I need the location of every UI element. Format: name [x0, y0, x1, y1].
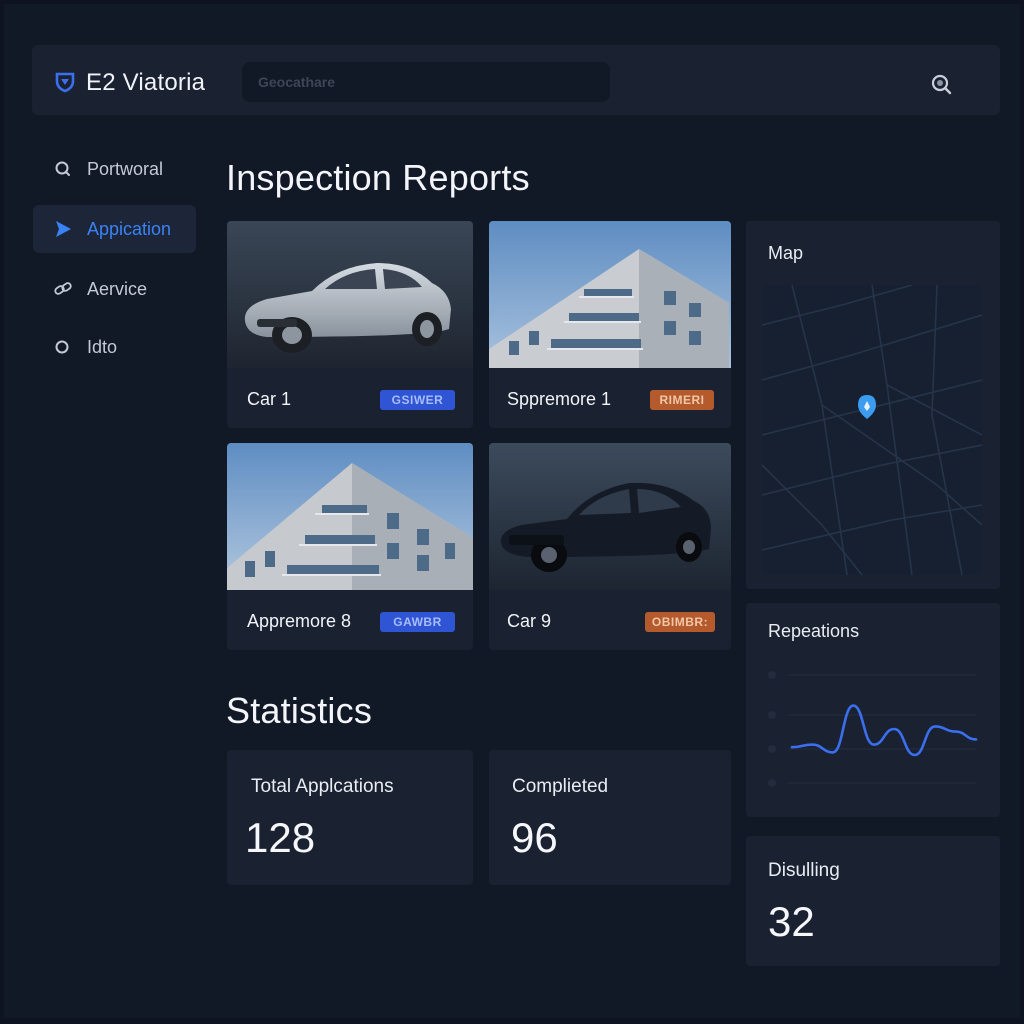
report-card[interactable]: Car 1 GSIWER	[227, 221, 473, 428]
search-input[interactable]	[242, 62, 610, 102]
card-title: Sppremore 1	[507, 389, 612, 409]
inspection-reports-heading: Inspection Reports	[226, 157, 530, 198]
shield-logo-icon	[55, 72, 75, 93]
repeations-title: Repeations	[768, 621, 860, 641]
stat-label: Total Applcations	[251, 776, 394, 797]
car-image	[227, 221, 473, 368]
sidebar-item-label: Portworal	[87, 158, 164, 179]
app-title: E2 Viatoria	[86, 69, 206, 96]
repeations-sparkline	[768, 671, 978, 787]
report-card[interactable]: Sppremore 1 RIMERI	[489, 221, 731, 428]
sidebar-item-idto[interactable]: Idto	[33, 323, 196, 371]
card-title: Appremore 8	[247, 611, 352, 631]
card-title: Car 1	[247, 389, 292, 409]
status-badge: GSIWER	[380, 390, 455, 410]
sparkline-gridlines	[768, 671, 976, 787]
status-badge: RIMERI	[650, 390, 714, 410]
card-title: Car 9	[507, 611, 552, 631]
status-badge: GAWBR	[380, 612, 455, 632]
stat-value: 96	[511, 814, 558, 861]
report-card[interactable]: Car 9 OBIMBR:	[489, 443, 731, 650]
sparkline-series	[790, 704, 978, 757]
report-card[interactable]: Appremore 8 GAWBR	[227, 443, 473, 650]
sidebar-item-label: Idto	[87, 336, 118, 357]
stat-value: 32	[768, 898, 815, 945]
sidebar-item-aervice[interactable]: Aervice	[33, 265, 196, 313]
sidebar-item-appication[interactable]: Appication	[33, 205, 196, 253]
circle-icon	[55, 340, 69, 354]
map-title: Map	[768, 243, 804, 263]
building-image	[489, 221, 731, 368]
map-view[interactable]	[762, 285, 982, 575]
stat-label: Complieted	[512, 776, 609, 797]
sidebar-item-portworal[interactable]: Portworal	[33, 145, 196, 193]
sidebar-item-label: Appication	[87, 218, 172, 239]
map-panel: Map	[746, 221, 1000, 589]
stat-card-completed: Complieted 96	[489, 750, 731, 885]
stat-label: Disulling	[768, 860, 840, 881]
repeations-panel: Repeations	[746, 603, 1000, 817]
stat-card-total: Total Applcations 128	[227, 750, 473, 885]
search-icon	[55, 161, 70, 176]
sidebar-item-label: Aervice	[87, 278, 148, 299]
link-icon	[54, 282, 72, 295]
play-icon	[56, 221, 71, 237]
statistics-heading: Statistics	[226, 690, 373, 731]
car-image	[489, 443, 731, 590]
status-badge: OBIMBR:	[645, 612, 715, 632]
building-image	[227, 443, 473, 590]
stat-value: 128	[245, 814, 316, 861]
search-icon[interactable]	[930, 73, 954, 97]
top-bar: E2 Viatoria	[32, 45, 1000, 115]
stat-card-disulling: Disulling 32	[746, 836, 1000, 966]
